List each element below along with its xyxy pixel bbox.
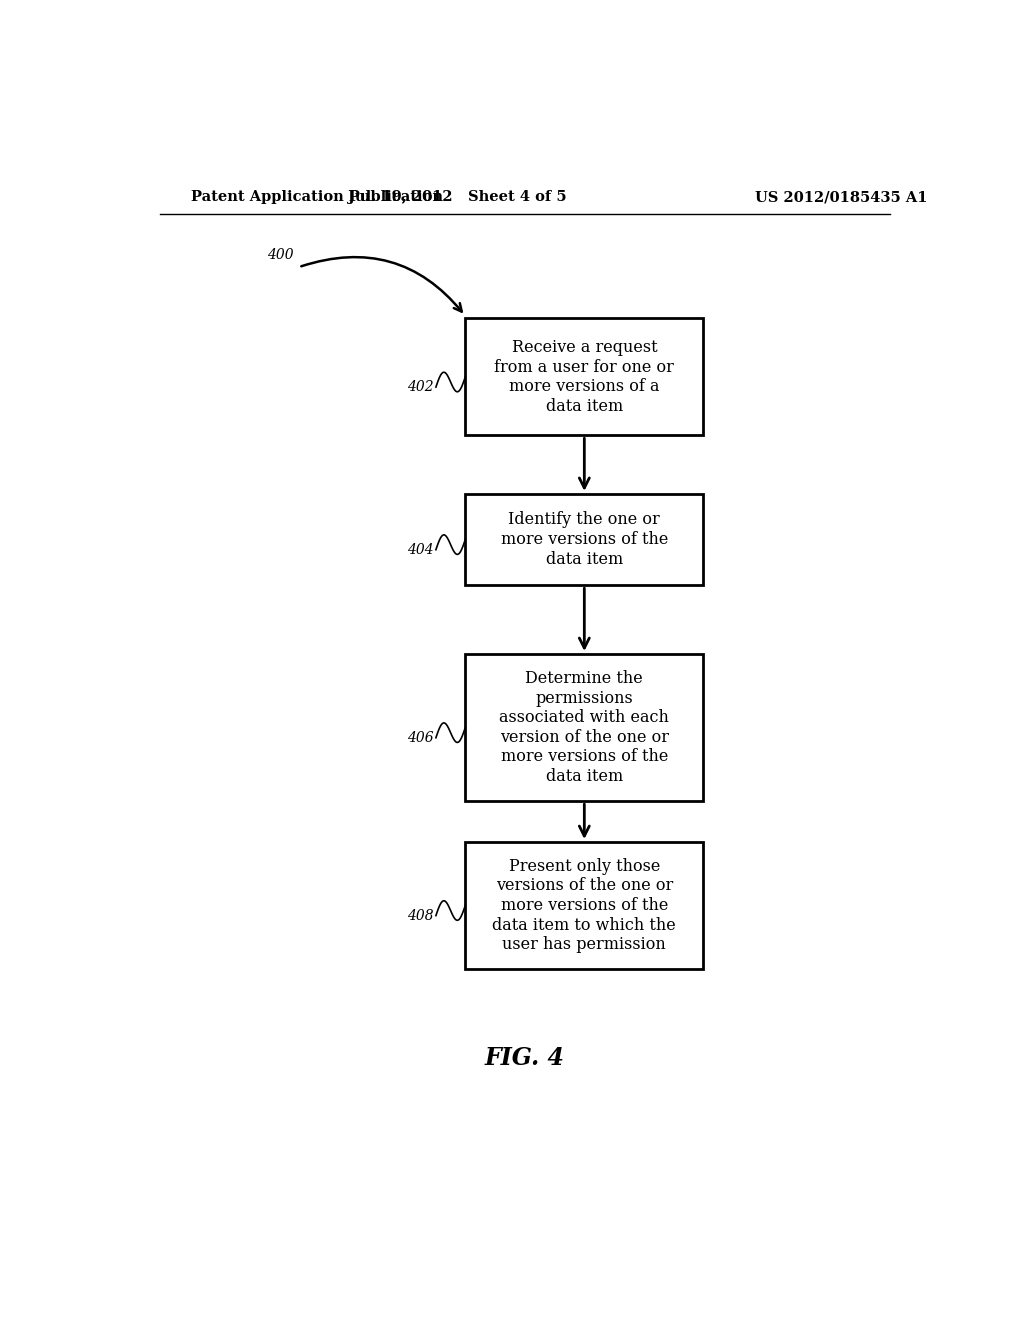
Text: 402: 402 [407, 380, 433, 395]
FancyArrowPatch shape [301, 257, 462, 312]
Text: FIG. 4: FIG. 4 [484, 1045, 565, 1071]
Text: Determine the
permissions
associated with each
version of the one or
more versio: Determine the permissions associated wit… [500, 671, 670, 785]
Text: US 2012/0185435 A1: US 2012/0185435 A1 [755, 190, 928, 205]
Text: Present only those
versions of the one or
more versions of the
data item to whic: Present only those versions of the one o… [493, 858, 676, 953]
Bar [465, 842, 703, 969]
Text: Jul. 19, 2012   Sheet 4 of 5: Jul. 19, 2012 Sheet 4 of 5 [348, 190, 566, 205]
Bar [465, 318, 703, 436]
Text: 404: 404 [407, 543, 433, 557]
Text: Receive a request
from a user for one or
more versions of a
data item: Receive a request from a user for one or… [495, 339, 674, 414]
Bar [465, 494, 703, 585]
FancyArrowPatch shape [580, 804, 590, 836]
Text: Patent Application Publication: Patent Application Publication [191, 190, 443, 205]
Text: 406: 406 [407, 731, 433, 744]
Text: Identify the one or
more versions of the
data item: Identify the one or more versions of the… [501, 511, 668, 568]
FancyArrowPatch shape [580, 589, 590, 648]
Text: 400: 400 [267, 248, 294, 261]
Text: 408: 408 [407, 908, 433, 923]
Bar [465, 653, 703, 801]
FancyArrowPatch shape [580, 438, 590, 488]
